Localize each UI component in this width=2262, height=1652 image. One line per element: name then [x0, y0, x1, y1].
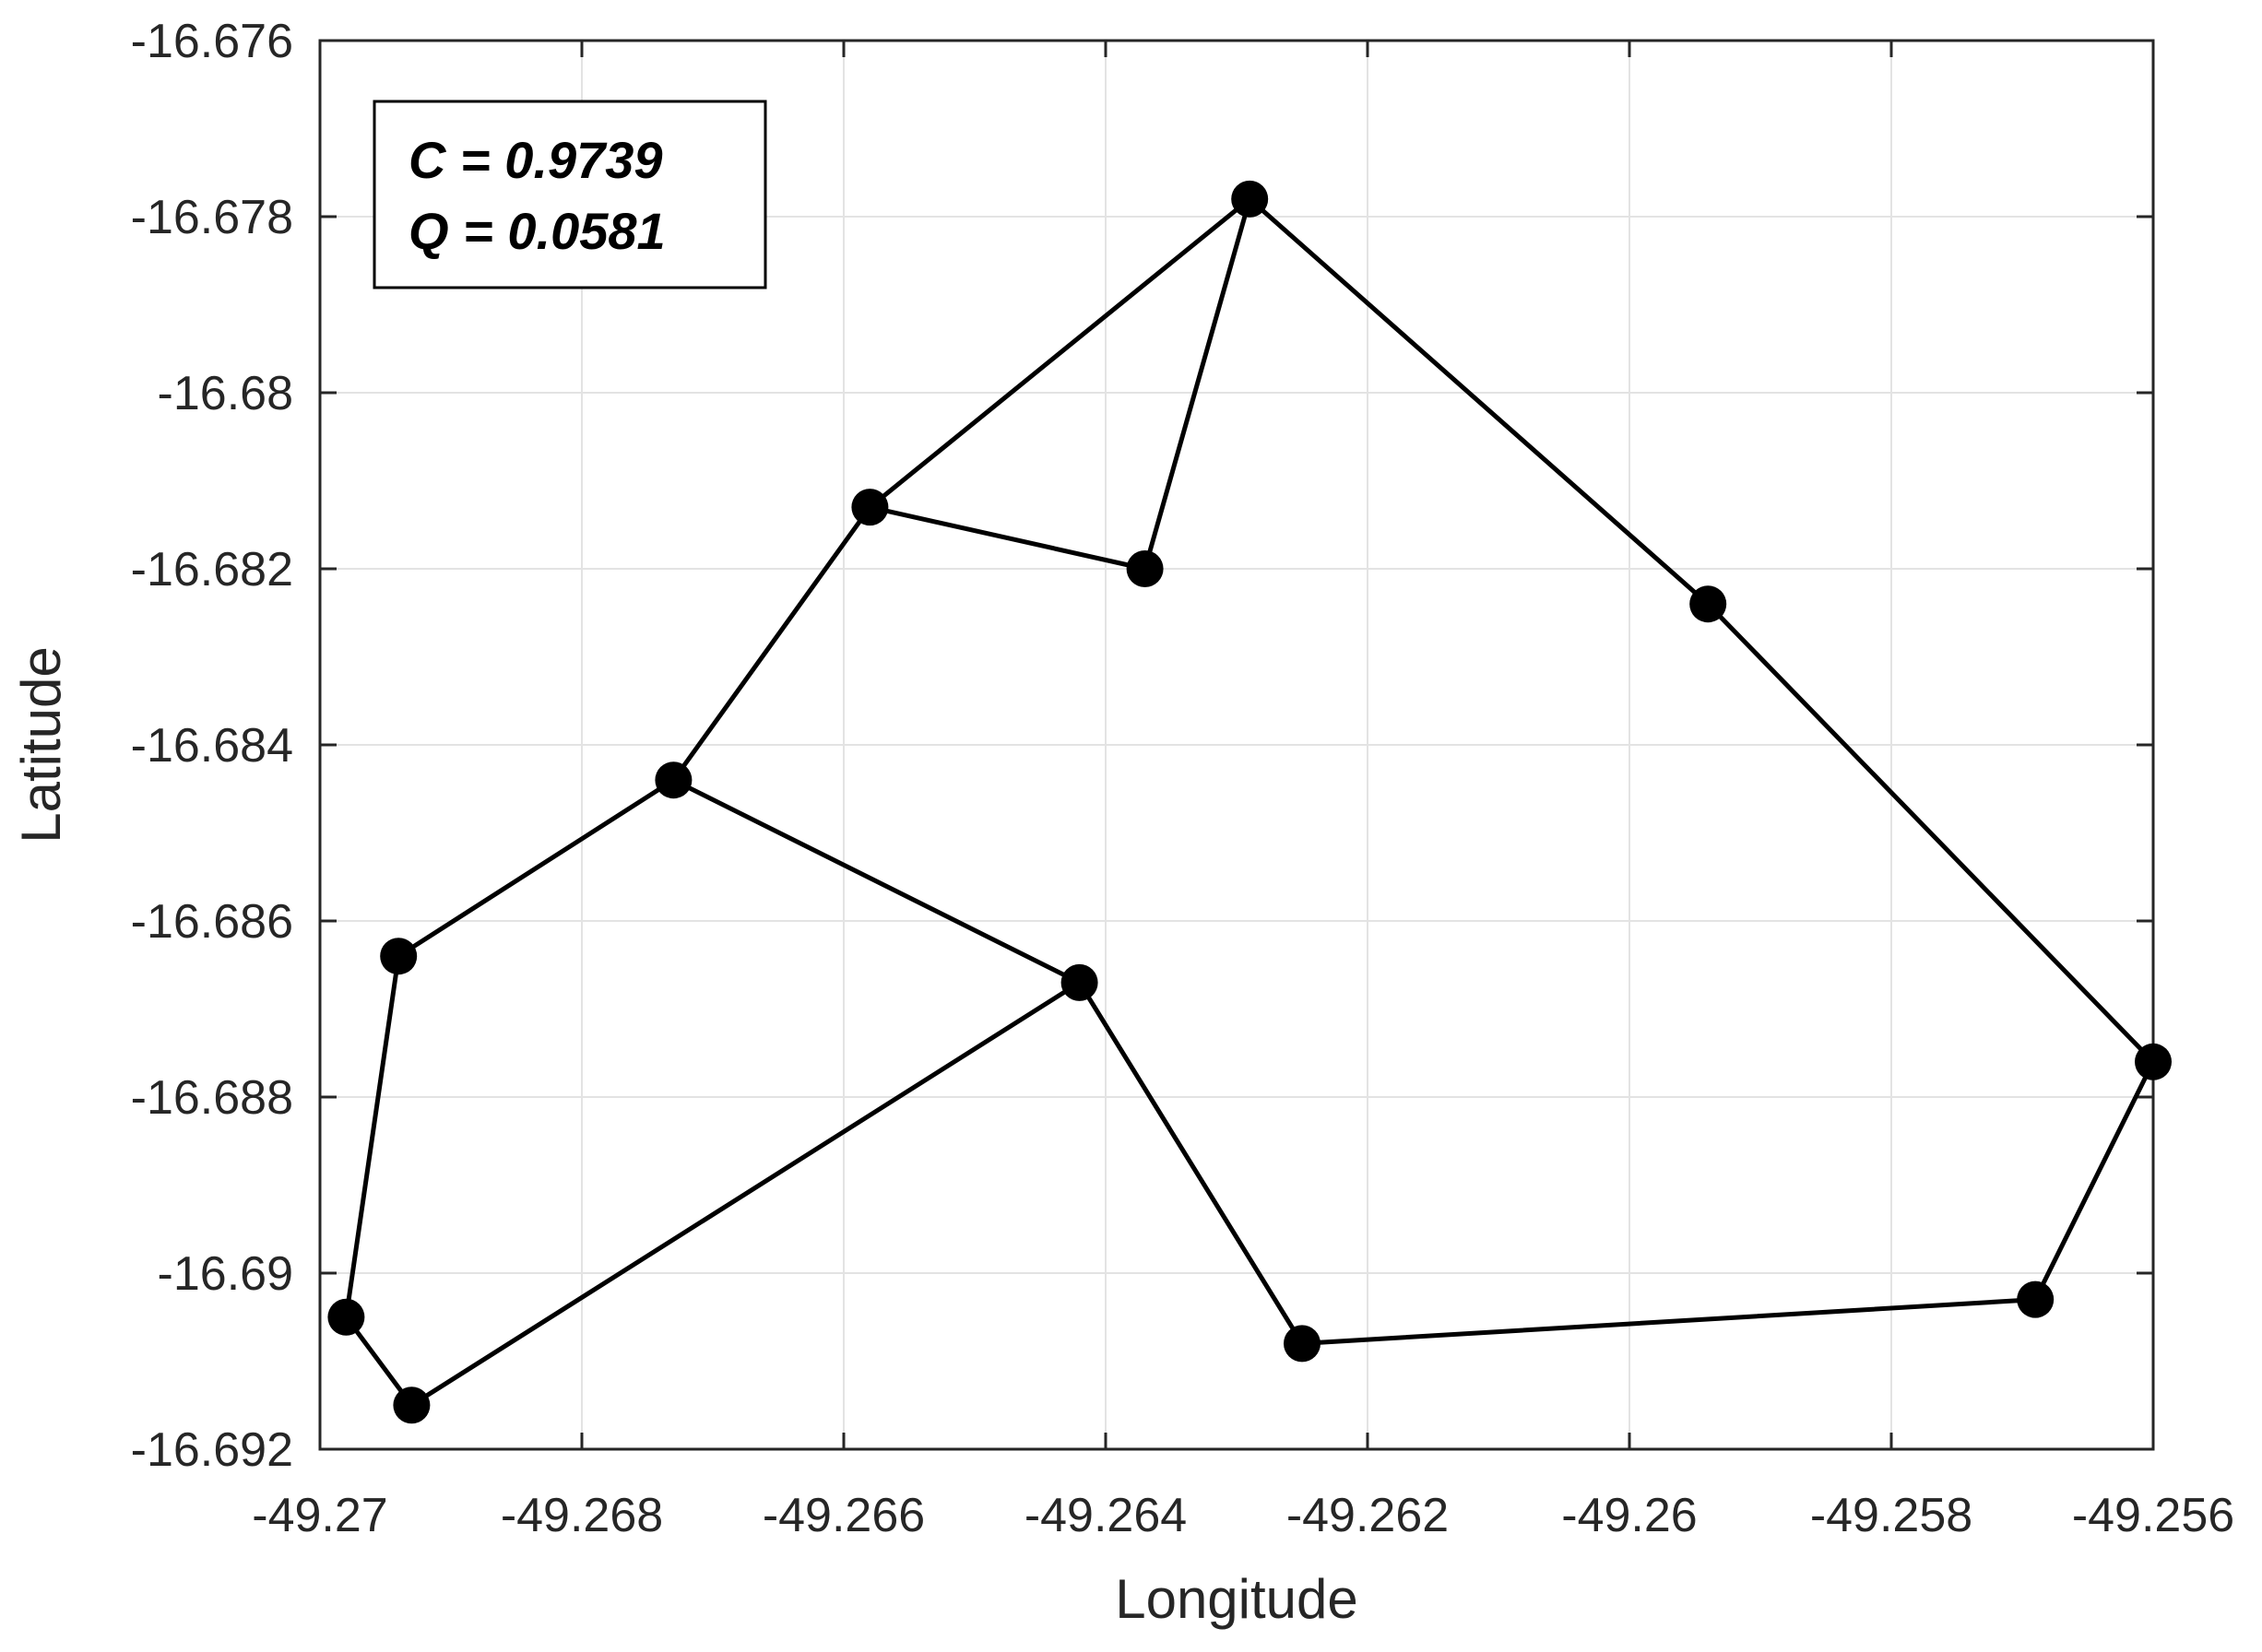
node-point-7 — [1060, 963, 1098, 1001]
annotation-line-q: Q = 0.0581 — [409, 202, 666, 260]
node-point-0 — [1231, 180, 1269, 218]
y-tick-label-2: -16.68 — [158, 367, 293, 420]
x-axis-title: Longitude — [1115, 1568, 1358, 1630]
x-tick-label-1: -49.268 — [501, 1489, 663, 1542]
node-point-6 — [393, 1386, 431, 1424]
x-tick-label-6: -49.258 — [1810, 1489, 1972, 1542]
annotation-box: C = 0.9739 Q = 0.0581 — [373, 100, 767, 289]
route-path — [343, 197, 2156, 1408]
x-tick-label-2: -49.266 — [763, 1489, 925, 1542]
x-tick-label-4: -49.262 — [1286, 1489, 1449, 1542]
node-point-3 — [655, 761, 693, 799]
x-tick-label-0: -49.27 — [252, 1489, 387, 1542]
route-nodes — [327, 180, 2172, 1424]
y-axis-title: Latitude — [10, 646, 72, 844]
y-tick-label-6: -16.688 — [131, 1071, 293, 1125]
node-point-10 — [2135, 1043, 2172, 1080]
y-tick-label-5: -16.686 — [131, 895, 293, 949]
x-tick-label-5: -49.26 — [1561, 1489, 1697, 1542]
extra-edge-0 — [868, 196, 1251, 510]
y-tick-label-1: -16.678 — [131, 191, 293, 244]
x-tick-label-3: -49.264 — [1024, 1489, 1187, 1542]
y-tick-label-4: -16.684 — [131, 719, 293, 773]
y-tick-label-0: -16.676 — [131, 15, 293, 68]
node-point-9 — [2017, 1280, 2055, 1318]
y-tick-label-3: -16.682 — [131, 543, 293, 596]
node-point-11 — [1689, 585, 1727, 623]
annotation-frame — [373, 100, 767, 289]
node-point-1 — [1126, 550, 1164, 587]
route-edges — [343, 196, 2156, 1408]
x-tick-label-7: -49.256 — [2072, 1489, 2234, 1542]
y-tick-label-7: -16.69 — [158, 1247, 293, 1301]
y-axis-ticks: -16.676 -16.678 -16.68 -16.682 -16.684 -16.68… — [131, 15, 2153, 1477]
node-point-8 — [1284, 1325, 1320, 1363]
node-point-4 — [380, 938, 418, 975]
node-point-5 — [327, 1298, 365, 1336]
annotation-line-c: C = 0.9739 — [409, 131, 663, 189]
y-tick-label-8: -16.692 — [131, 1423, 293, 1477]
node-point-2 — [851, 489, 889, 526]
extra-edge-1 — [672, 777, 1081, 985]
x-axis-ticks: -49.27 -49.268 -49.266 -49.264 -49.262 -49.26… — [252, 41, 2234, 1542]
